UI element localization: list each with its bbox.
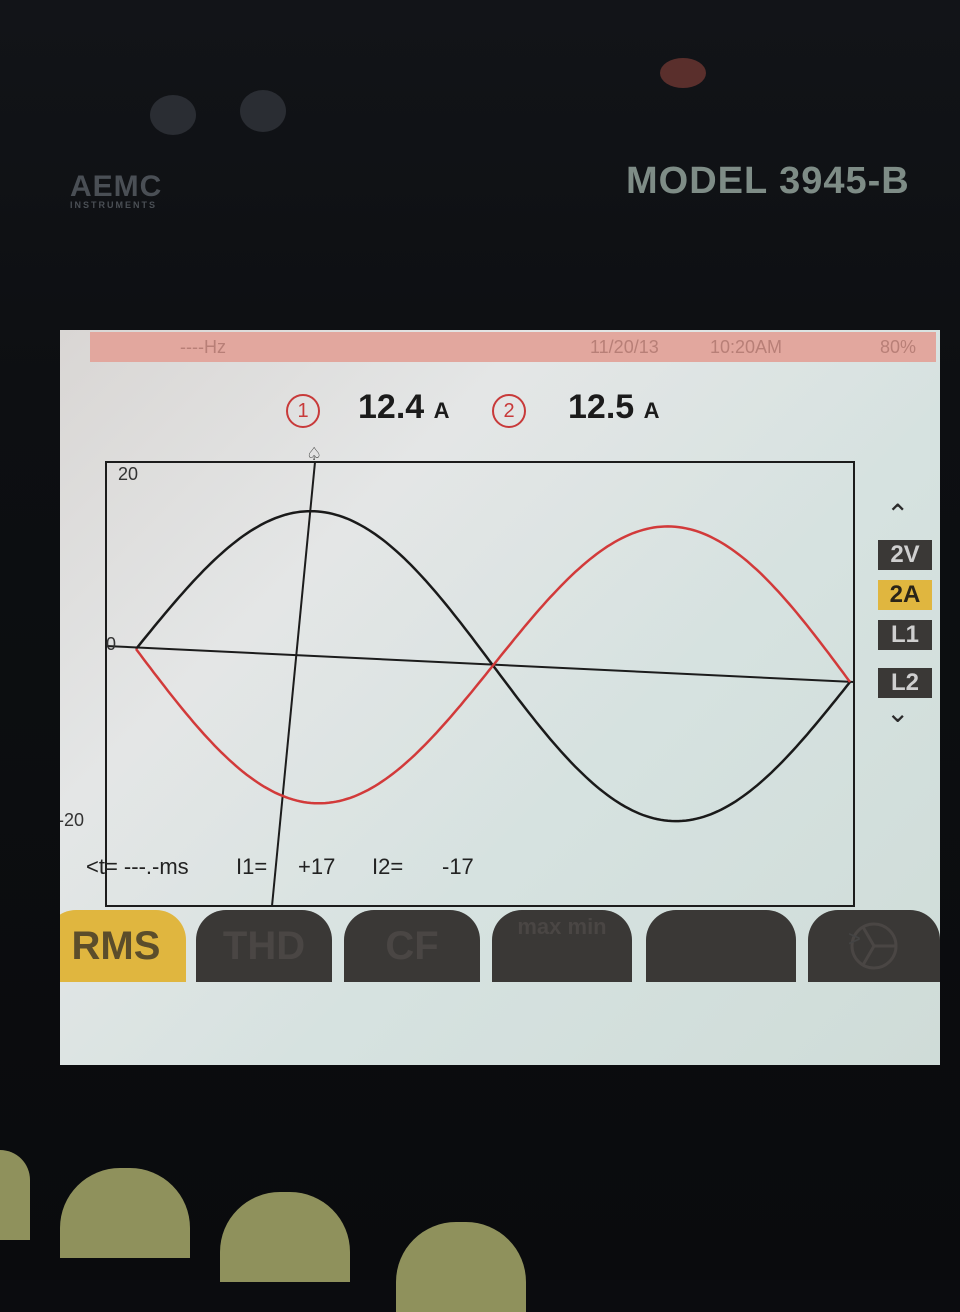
channel-2-measurement: 12.5 A: [568, 388, 660, 427]
side-tab-l1[interactable]: L1: [878, 620, 932, 650]
hard-key[interactable]: [0, 1150, 30, 1240]
side-tab-2v[interactable]: 2V: [878, 540, 932, 570]
fkey-rms[interactable]: RMS: [60, 910, 186, 982]
waveform-chart: ♤ 20 0 -20: [60, 444, 855, 907]
i1-label: I1=: [236, 854, 268, 879]
i2-value: -17: [442, 854, 474, 879]
more-caret-icon[interactable]: >: [848, 926, 861, 951]
cursor-line: [271, 461, 316, 907]
hard-key[interactable]: [220, 1192, 350, 1282]
time-readout: 10:20AM: [710, 337, 783, 357]
y-tick-label: 20: [118, 464, 138, 484]
brand-sub: INSTRUMENTS: [70, 200, 157, 210]
channel-1-measurement: 12.4 A: [358, 388, 450, 427]
date-readout: 11/20/13: [590, 337, 659, 357]
phasor-icon: [850, 922, 898, 970]
fkey-5[interactable]: [646, 910, 796, 982]
hard-key[interactable]: [60, 1168, 190, 1258]
chart-frame: [105, 461, 855, 907]
channel-2-value: 12.5: [568, 388, 635, 426]
knob[interactable]: [240, 90, 286, 132]
scroll-up-icon[interactable]: ⌃: [886, 499, 910, 530]
side-tab-2a[interactable]: 2A: [878, 580, 932, 610]
channel-2-unit: A: [643, 398, 660, 423]
knob[interactable]: [150, 95, 196, 135]
knob-red[interactable]: [660, 58, 706, 88]
fkey-max-min[interactable]: max min: [492, 910, 632, 982]
fkey-phasor[interactable]: [808, 910, 940, 982]
channel-1-indicator: 1: [286, 394, 320, 428]
display-screen: ----Hz 11/20/13 10:20AM 80% 1 12.4 A 2 1…: [60, 330, 940, 1065]
i2-label: I2=: [372, 854, 404, 879]
battery-readout: 80%: [880, 337, 917, 357]
series-line-2: [135, 525, 851, 805]
cursor-marker: ♤: [306, 444, 322, 465]
zero-line: [105, 645, 855, 683]
fkey-cf[interactable]: CF: [344, 910, 480, 982]
y-tick-label: 0: [106, 634, 116, 654]
i1-value: +17: [298, 854, 336, 879]
channel-2-indicator: 2: [492, 394, 526, 428]
brand-text: AEMC: [70, 170, 163, 203]
brand-logo: AEMC INSTRUMENTS: [70, 170, 250, 222]
channel-1-value: 12.4: [358, 388, 425, 426]
side-tab-l2[interactable]: L2: [878, 668, 932, 698]
fkey-thd[interactable]: THD: [196, 910, 332, 982]
scroll-down-icon[interactable]: ⌄: [886, 697, 910, 728]
time-cursor-readout: <t= ---.-ms: [86, 854, 189, 879]
y-tick-label: -20: [60, 810, 84, 830]
channel-1-unit: A: [433, 398, 450, 423]
status-bar: ----Hz 11/20/13 10:20AM 80%: [90, 332, 936, 362]
model-label: MODEL 3945-B: [626, 160, 910, 202]
frequency-readout: ----Hz: [180, 337, 226, 357]
series-group: [135, 509, 851, 823]
